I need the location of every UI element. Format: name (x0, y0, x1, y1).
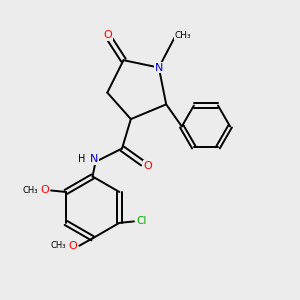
Text: O: O (40, 185, 49, 196)
Text: CH₃: CH₃ (22, 186, 38, 195)
Text: O: O (103, 30, 112, 40)
Text: CH₃: CH₃ (175, 31, 192, 40)
Text: Cl: Cl (136, 216, 147, 226)
Text: N: N (154, 63, 163, 73)
Text: O: O (144, 161, 152, 171)
Text: N: N (90, 154, 98, 164)
Text: CH₃: CH₃ (50, 241, 66, 250)
Text: O: O (68, 241, 77, 251)
Text: H: H (78, 154, 85, 164)
